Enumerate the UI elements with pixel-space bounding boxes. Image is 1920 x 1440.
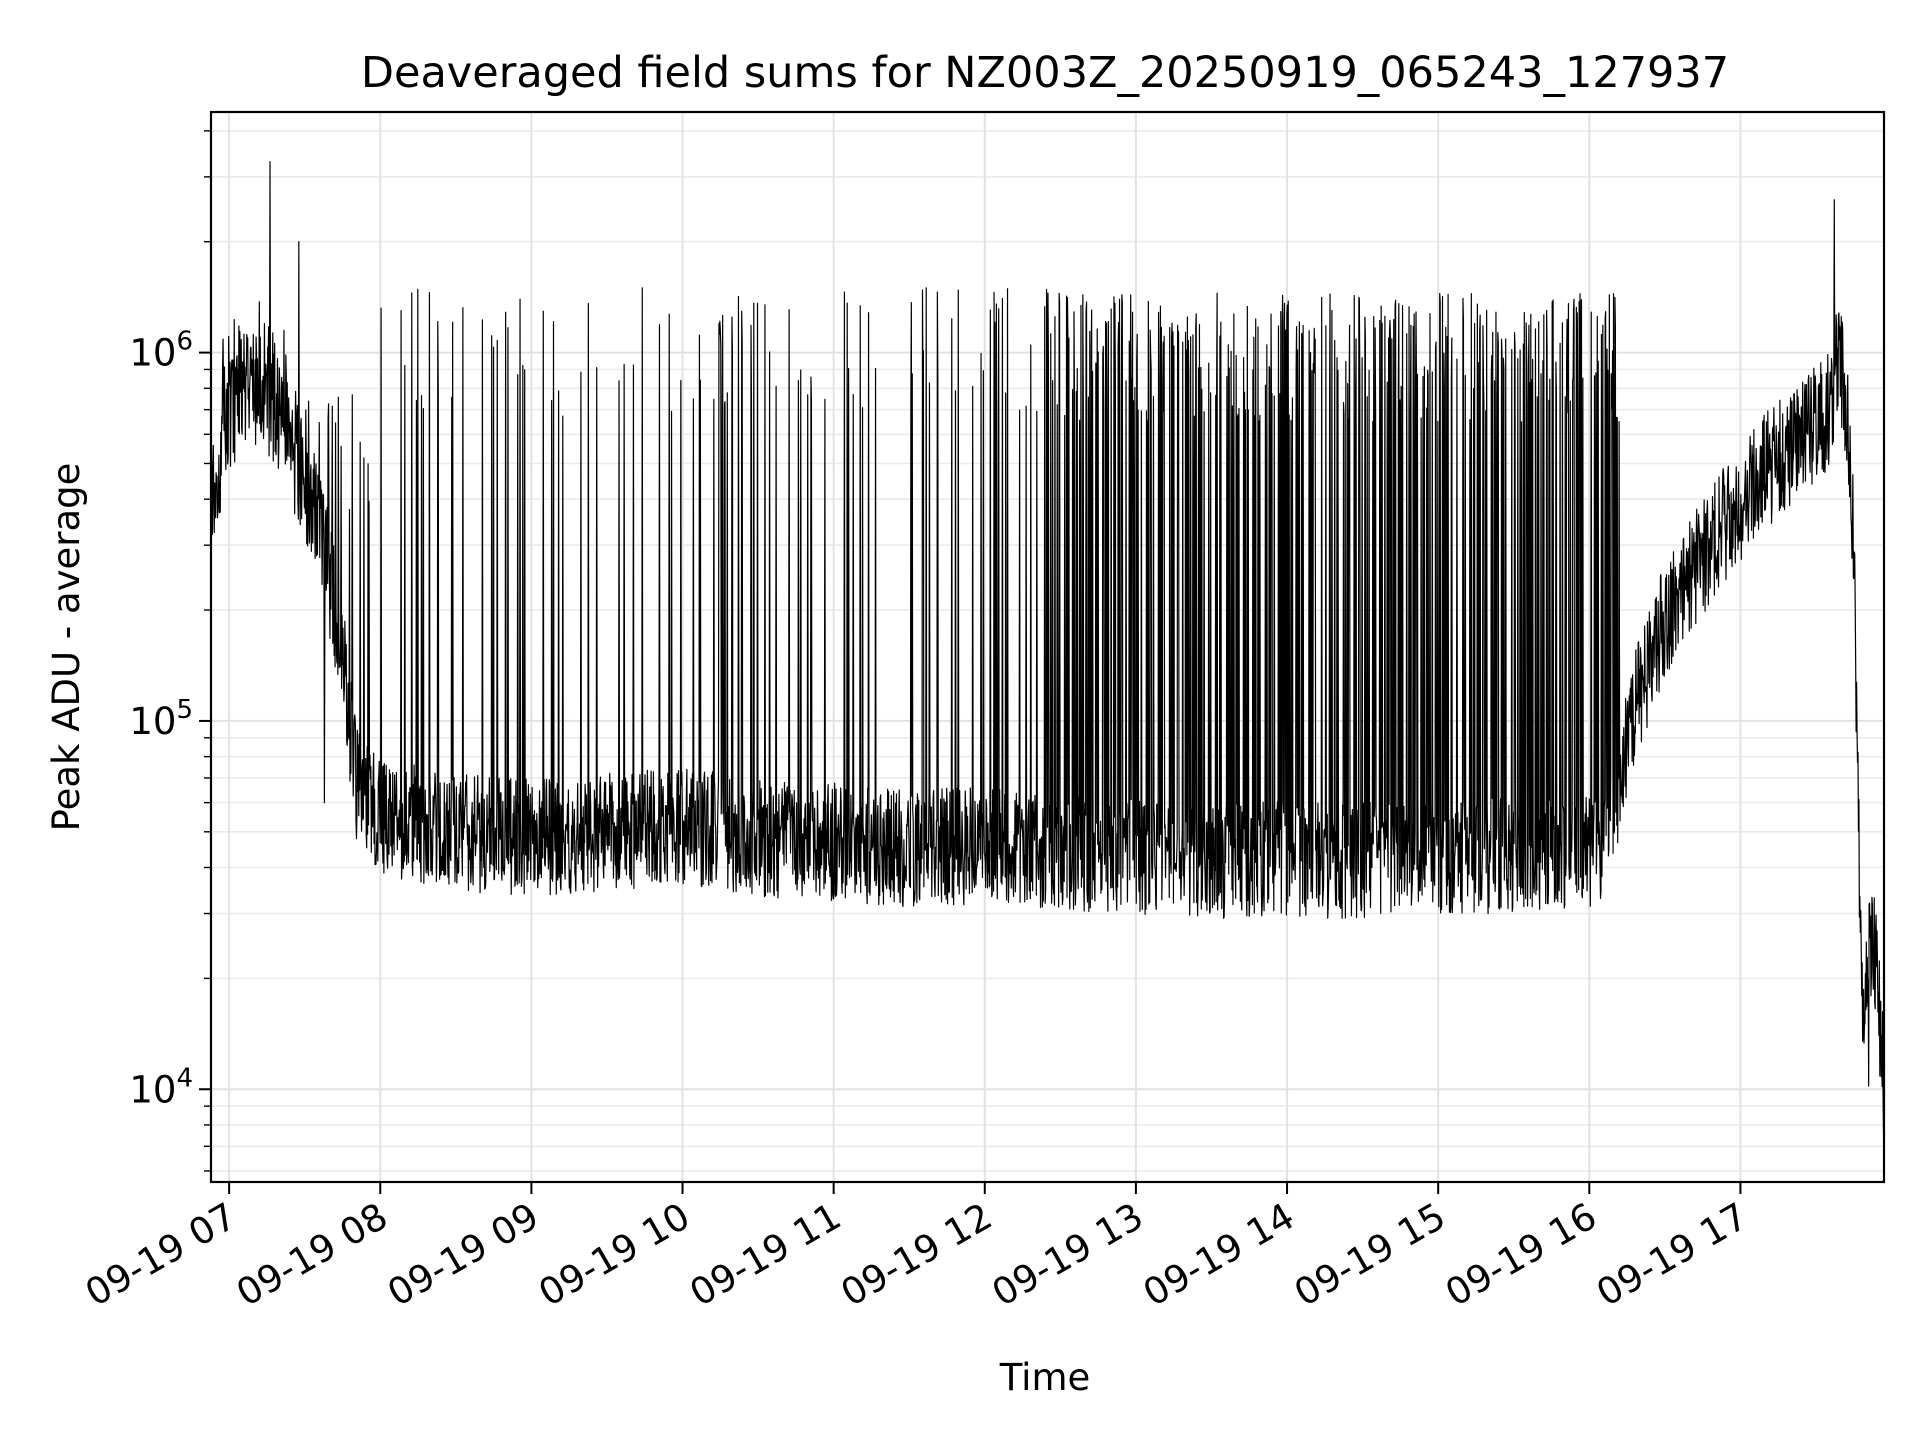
x-axis-label: Time (999, 1356, 1091, 1399)
y-axis-label: Peak ADU - average (45, 463, 88, 832)
plot-frame (209, 110, 1886, 1184)
y-tick-label: 105 (129, 695, 193, 743)
y-tick-label-base: 10 (129, 1068, 176, 1111)
y-tick-label-base: 10 (129, 332, 176, 375)
chart-title: Deaveraged field sums for NZ003Z_2025091… (361, 48, 1729, 98)
y-tick-label: 106 (129, 327, 193, 375)
y-tick-label-base: 10 (129, 700, 176, 743)
series-line (211, 161, 1884, 1134)
y-tick-label: 104 (129, 1063, 193, 1111)
y-tick-label-exponent: 5 (176, 695, 193, 725)
y-tick-label-exponent: 4 (176, 1063, 193, 1093)
y-tick-label-exponent: 6 (176, 327, 193, 357)
